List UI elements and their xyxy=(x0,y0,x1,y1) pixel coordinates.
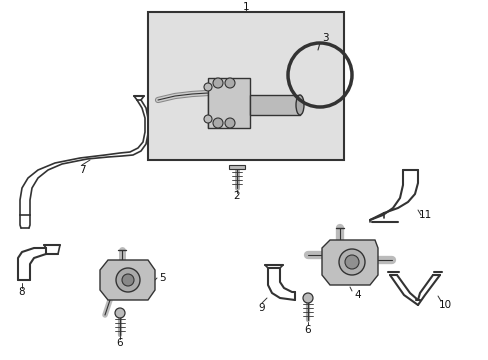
Circle shape xyxy=(224,78,235,88)
Text: 5: 5 xyxy=(160,273,166,283)
Text: 2: 2 xyxy=(233,191,240,201)
Polygon shape xyxy=(321,240,377,285)
Circle shape xyxy=(303,293,312,303)
Text: 8: 8 xyxy=(19,287,25,297)
Polygon shape xyxy=(228,165,244,169)
Text: 4: 4 xyxy=(354,290,361,300)
Ellipse shape xyxy=(295,95,304,115)
Circle shape xyxy=(122,274,134,286)
Text: 6: 6 xyxy=(304,325,311,335)
Text: 9: 9 xyxy=(258,303,265,313)
Text: 3: 3 xyxy=(321,33,327,43)
Circle shape xyxy=(345,255,358,269)
Text: 7: 7 xyxy=(79,165,85,175)
Text: 1: 1 xyxy=(242,2,249,12)
Polygon shape xyxy=(100,260,155,300)
Bar xyxy=(148,12,343,160)
Circle shape xyxy=(213,78,223,88)
Polygon shape xyxy=(249,95,299,115)
Circle shape xyxy=(116,268,140,292)
Text: 11: 11 xyxy=(418,210,431,220)
Text: 6: 6 xyxy=(117,338,123,348)
Circle shape xyxy=(224,118,235,128)
Circle shape xyxy=(203,115,212,123)
Circle shape xyxy=(213,118,223,128)
Circle shape xyxy=(203,83,212,91)
Circle shape xyxy=(338,249,364,275)
Text: 10: 10 xyxy=(438,300,450,310)
Circle shape xyxy=(115,308,125,318)
Polygon shape xyxy=(207,78,249,128)
